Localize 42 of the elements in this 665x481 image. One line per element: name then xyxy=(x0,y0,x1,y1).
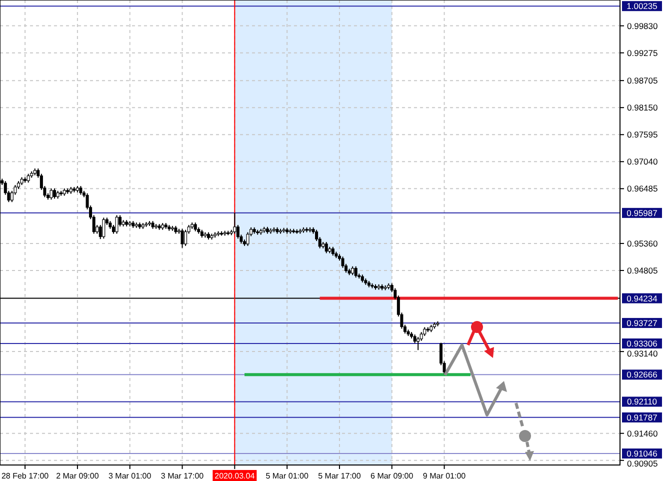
x-tick-label: 2 Mar 09:00 xyxy=(56,472,100,480)
y-tick-label: 0.97040 xyxy=(627,156,658,167)
candlestick xyxy=(416,336,420,351)
candlestick xyxy=(324,241,328,254)
y-tick-label: 0.93140 xyxy=(627,348,658,358)
x-tick-label: 3 Mar 01:00 xyxy=(108,472,152,480)
ref-line-label: 0.94234 xyxy=(626,293,658,304)
y-tick-label: 0.98705 xyxy=(627,76,658,86)
candlestick xyxy=(233,212,236,234)
y-tick-label: 0.94805 xyxy=(627,265,658,276)
x-tick-label: 6 Mar 09:00 xyxy=(370,472,414,480)
x-tick-label: 2020.03.04 xyxy=(214,472,256,480)
y-tick-label: 0.98150 xyxy=(627,102,658,113)
ref-line-label: 0.92110 xyxy=(626,396,658,407)
y-tick-label: 0.91460 xyxy=(627,428,658,438)
y-tick-label: 0.99830 xyxy=(627,20,658,31)
candlestick xyxy=(115,214,118,234)
ref-line-label: 0.93306 xyxy=(626,338,658,348)
x-tick-label: 3 Mar 17:00 xyxy=(160,472,204,480)
ref-line-label: 0.95987 xyxy=(626,208,658,218)
candlestick xyxy=(50,188,53,200)
ref-line-label: 0.91046 xyxy=(626,448,658,458)
ref-line-label: 0.92666 xyxy=(626,370,658,380)
y-tick-label: 0.97595 xyxy=(627,130,658,140)
candlestick xyxy=(53,188,56,200)
y-tick-label: 0.96485 xyxy=(627,184,658,194)
candlestick xyxy=(180,228,184,248)
y-tick-label: 0.95360 xyxy=(627,238,658,248)
candlestick xyxy=(246,232,250,246)
x-tick-label: 9 Mar 01:00 xyxy=(422,472,466,480)
candlestick xyxy=(184,229,188,246)
x-tick-label: 5 Mar 17:00 xyxy=(318,472,362,480)
y-tick-label: 0.90905 xyxy=(627,458,658,468)
candlestick xyxy=(354,266,358,278)
ref-line-label: 0.93727 xyxy=(626,318,658,328)
ref-line-label: 1.00235 xyxy=(626,1,658,12)
x-tick-label: 5 Mar 01:00 xyxy=(266,472,309,480)
candlestick xyxy=(341,256,344,268)
x-tick-label: 28 Feb 17:00 xyxy=(1,472,50,480)
y-tick-label: 0.99275 xyxy=(627,48,658,58)
candlestick xyxy=(102,217,106,240)
ref-line-label: 0.91787 xyxy=(626,412,658,422)
